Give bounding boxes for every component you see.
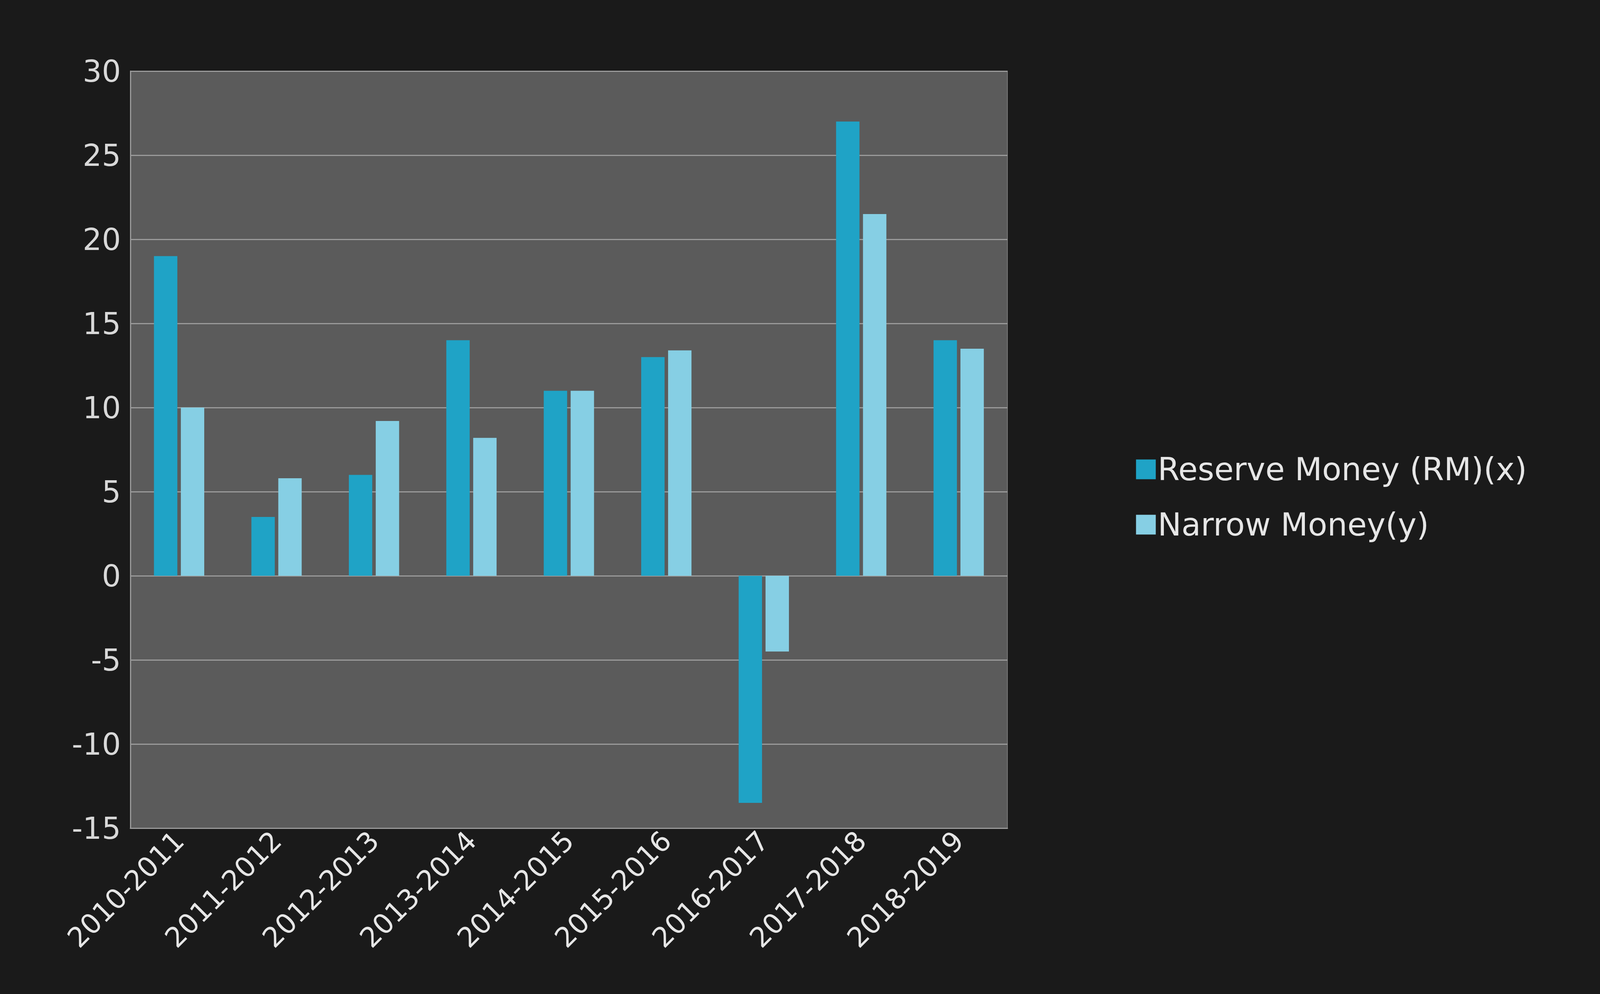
svg-text:10: 10 — [82, 390, 121, 426]
svg-text:2011-2012: 2011-2012 — [158, 824, 288, 955]
svg-text:0: 0 — [101, 558, 121, 594]
svg-text:20: 20 — [82, 222, 121, 258]
svg-text:-5: -5 — [90, 642, 121, 678]
svg-text:-10: -10 — [71, 726, 121, 763]
svg-text:2010-2011: 2010-2011 — [61, 824, 191, 955]
svg-text:25: 25 — [82, 137, 121, 174]
svg-text:2012-2013: 2012-2013 — [256, 824, 386, 955]
svg-text:2018-2019: 2018-2019 — [840, 824, 971, 955]
svg-text:2016-2017: 2016-2017 — [645, 824, 776, 955]
svg-text:30: 30 — [82, 53, 121, 89]
svg-text:Reserve Money (RM)(x): Reserve Money (RM)(x) — [1157, 451, 1527, 488]
svg-text:2017-2018: 2017-2018 — [743, 824, 873, 955]
svg-text:2013-2014: 2013-2014 — [353, 824, 483, 955]
svg-text:2015-2016: 2015-2016 — [548, 824, 678, 955]
svg-text:-15: -15 — [71, 811, 121, 847]
svg-text:Narrow Money(y): Narrow Money(y) — [1157, 506, 1429, 544]
svg-text:2014-2015: 2014-2015 — [450, 824, 581, 955]
svg-text:5: 5 — [101, 474, 121, 510]
svg-text:15: 15 — [82, 306, 121, 342]
